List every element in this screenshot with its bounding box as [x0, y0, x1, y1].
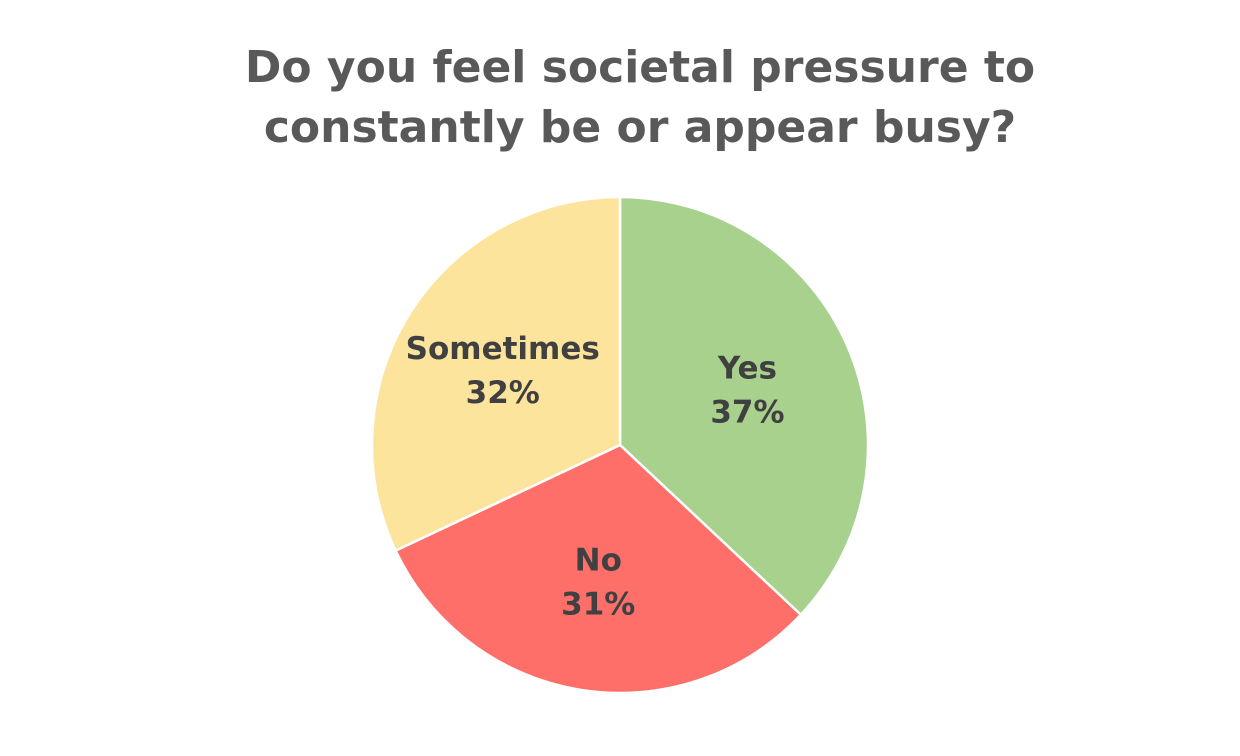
- slice-value-label: 37%: [710, 394, 784, 430]
- pie-slice: [370, 195, 622, 553]
- slice-value-label: 32%: [466, 375, 540, 411]
- pie-slice: [618, 195, 870, 617]
- chart-title: Do you feel societal pressure to: [245, 42, 1035, 93]
- pie-slice: [393, 443, 803, 695]
- chart-title: constantly be or appear busy?: [264, 102, 1016, 153]
- slice-category-label: No: [575, 543, 622, 579]
- slice-category-label: Yes: [717, 350, 777, 386]
- slice-value-label: 31%: [561, 587, 635, 623]
- slice-category-label: Sometimes: [406, 331, 600, 367]
